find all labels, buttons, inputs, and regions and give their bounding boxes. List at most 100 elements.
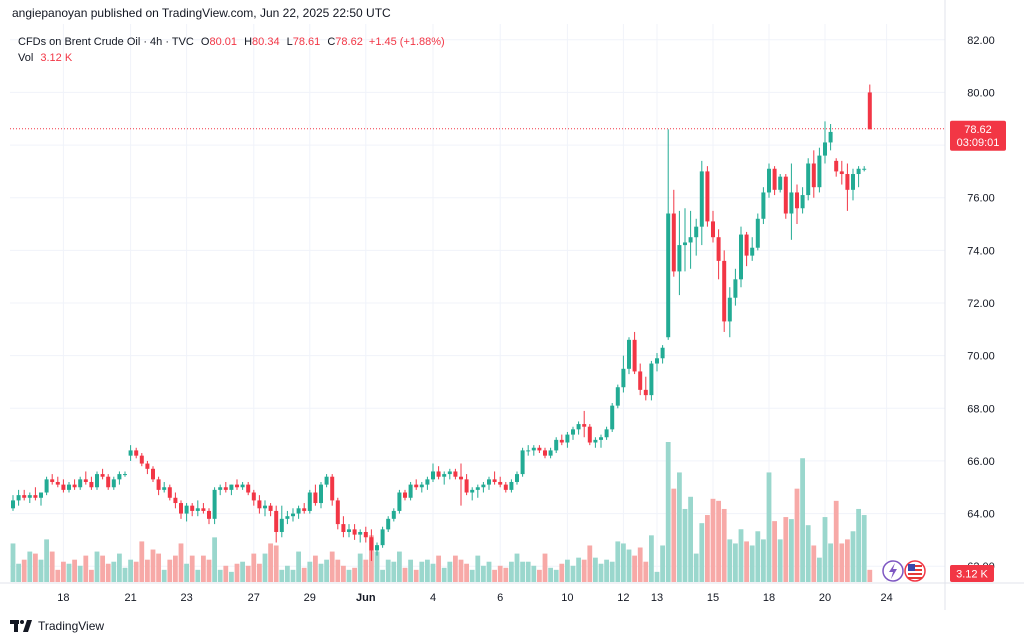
ohlc-row: CFDs on Brent Crude Oil · 4h · TVC O80.0… (18, 34, 445, 50)
candle-body (828, 131, 833, 143)
volume-bar (565, 559, 570, 582)
volume-bar (178, 543, 184, 582)
candle-body (739, 234, 743, 280)
footer-brand[interactable]: TradingView (38, 619, 105, 633)
candle-body (655, 358, 659, 364)
volume-bar (856, 508, 861, 582)
candle-body (834, 160, 839, 172)
candle-body (436, 471, 441, 477)
candle-body (862, 168, 867, 170)
candle-body (587, 426, 592, 443)
volume-bar (621, 543, 626, 582)
candle-body (548, 450, 553, 456)
volume-bar (212, 537, 217, 582)
candle-body (459, 476, 463, 480)
volume-bar (604, 559, 609, 582)
candle-body (274, 510, 279, 532)
y-tick-label: 70.00 (967, 351, 995, 363)
volume-label: Vol (18, 52, 34, 64)
candle-body (16, 495, 21, 501)
candle-body (666, 213, 671, 338)
high-value: 80.34 (252, 36, 280, 48)
candle-body (207, 510, 211, 519)
x-tick-label: 15 (707, 592, 719, 604)
candle-body (839, 171, 844, 175)
volume-bar (761, 539, 766, 582)
candle-body (515, 474, 519, 482)
candle-body (296, 508, 301, 514)
volume-bar (537, 569, 542, 582)
bar-countdown: 03:09:01 (957, 137, 1000, 149)
volume-bar (296, 551, 301, 582)
volume-bar (593, 557, 598, 582)
volume-bar (425, 559, 430, 582)
volume-tag-bg (950, 565, 994, 582)
candle-body (811, 163, 816, 188)
volume-bar (49, 551, 55, 582)
volume-bar (693, 553, 699, 582)
x-tick-label: 18 (763, 592, 775, 604)
candle-body (817, 155, 822, 188)
volume-bar (391, 561, 397, 582)
candle-body (627, 339, 631, 369)
volume-bar (716, 500, 721, 582)
candle-body (229, 484, 234, 490)
volume-bar (33, 553, 38, 582)
volume-bar (324, 559, 329, 582)
candle-body (845, 174, 850, 190)
close-label: C (327, 36, 336, 48)
candle-body (705, 171, 710, 222)
candle-body (324, 476, 329, 485)
candle-body (89, 481, 94, 488)
candle-body (285, 516, 290, 519)
x-tick-label: 21 (124, 592, 136, 604)
volume-bar (755, 531, 761, 582)
candle-body (431, 471, 435, 480)
price-axis[interactable]: 62.0064.0066.0068.0070.0072.0074.0076.00… (967, 35, 995, 573)
time-axis[interactable]: 18 21 23 27 29 Jun 4 6 10 12 13 15 18 20 24 (57, 592, 892, 604)
us-flag-icon[interactable] (904, 560, 926, 582)
volume-tag-value: 3.12 K (956, 569, 988, 581)
y-tick-label: 80.00 (967, 87, 995, 99)
candle-body (156, 479, 161, 490)
volume-bar (122, 567, 128, 582)
candle-body (27, 495, 32, 498)
high-label: H (244, 36, 253, 48)
candle-body (61, 484, 66, 490)
volume-bar (27, 551, 33, 582)
volume-bar (413, 569, 419, 582)
volume-bar (525, 561, 531, 582)
volume-bar (229, 571, 234, 582)
candle-body (347, 529, 351, 532)
candle-body (72, 484, 77, 488)
volume-bar (492, 569, 497, 582)
x-tick-label: 12 (617, 592, 629, 604)
candle-body (67, 484, 71, 490)
volume-bar (268, 543, 273, 582)
volume-bar (800, 458, 805, 582)
candle-body (139, 455, 144, 464)
volume-bar (111, 561, 117, 582)
candle-body (341, 524, 346, 532)
candle-body (856, 168, 861, 175)
volume-bar (133, 561, 139, 582)
volume-bar (301, 567, 307, 582)
candle-body (55, 481, 60, 485)
volume-bar (173, 555, 178, 582)
candle-body (610, 405, 615, 430)
candle-body (352, 529, 357, 535)
volume-bar (744, 541, 749, 582)
volume-bar (195, 569, 201, 582)
candle-body (223, 487, 228, 490)
symbol-description[interactable]: CFDs on Brent Crude Oil · 4h · TVC (18, 36, 194, 48)
volume-bar (643, 561, 649, 582)
volume-bar (402, 567, 408, 582)
volume-bar (357, 553, 363, 582)
candle-body (246, 484, 251, 493)
candle-body (95, 474, 99, 488)
lightning-icon[interactable] (882, 560, 904, 582)
volume-bar (201, 555, 206, 582)
candle-body (727, 297, 732, 322)
candle-body (509, 481, 514, 490)
